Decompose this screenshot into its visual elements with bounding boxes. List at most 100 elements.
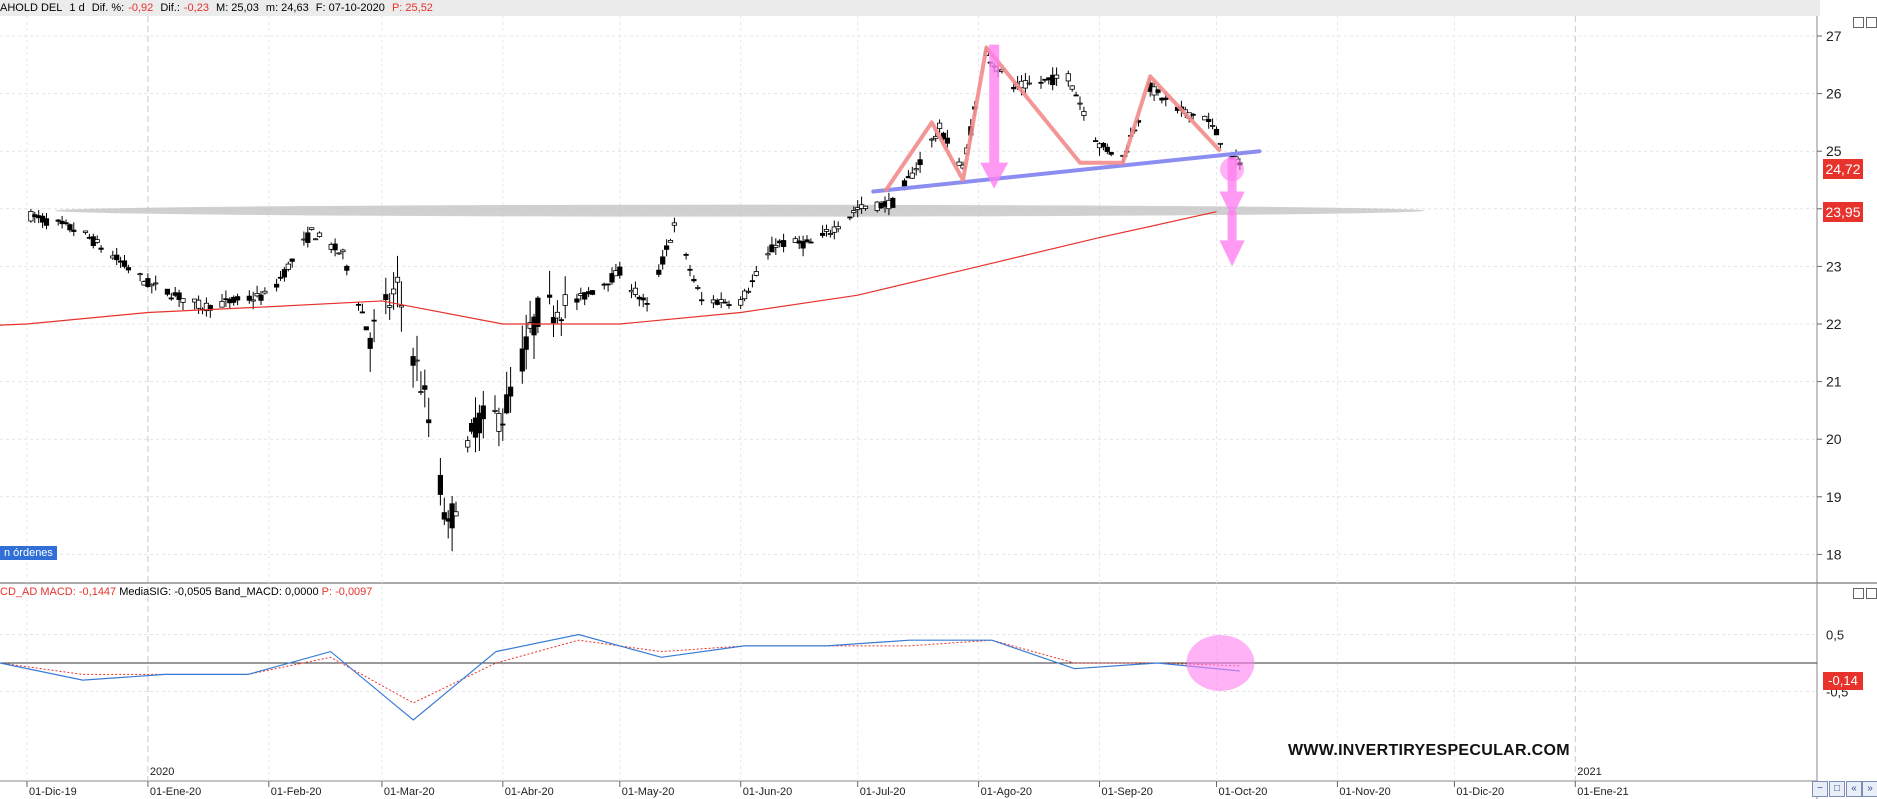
candle-body <box>476 412 483 434</box>
candle-body <box>800 241 806 249</box>
candle-body <box>671 222 678 226</box>
candle-body <box>550 317 557 324</box>
candle-body <box>94 239 100 243</box>
candle-body <box>234 296 241 301</box>
candle-body <box>176 292 182 300</box>
candle-body <box>273 283 280 288</box>
candle-body <box>820 232 826 236</box>
status-label[interactable]: n órdenes <box>0 546 57 560</box>
candle-body <box>149 283 155 287</box>
candle-body <box>219 300 225 308</box>
candle-body <box>1026 82 1032 85</box>
zoom-out-button[interactable]: − <box>1812 781 1828 797</box>
candle-body <box>1190 113 1196 116</box>
candle-body <box>664 245 670 250</box>
candle-body <box>808 241 814 244</box>
candle-body <box>831 226 837 233</box>
scroll-right-button[interactable]: » <box>1862 781 1877 797</box>
y-tick-label: 27 <box>1826 28 1842 44</box>
candle-body <box>71 229 77 232</box>
candle-body <box>367 337 373 349</box>
candle-body <box>63 222 69 225</box>
candle-body <box>644 303 650 305</box>
candle-body <box>862 205 869 209</box>
macd-value-tag: -0,14 <box>1823 672 1863 690</box>
candle-body <box>718 299 724 304</box>
candle-body <box>1081 111 1087 116</box>
candle-body <box>944 137 951 144</box>
candle-body <box>1069 85 1075 90</box>
candle-body <box>145 278 151 287</box>
candle-body <box>441 512 447 520</box>
x-tick-label: 01-Oct-20 <box>1219 786 1268 798</box>
neckline-trend-line <box>871 149 1262 194</box>
candle-body <box>617 266 623 276</box>
macd-line <box>0 633 1240 721</box>
candle-body <box>281 269 288 278</box>
x-tick-label: 01-Nov-20 <box>1339 786 1390 798</box>
candle-body <box>519 348 525 372</box>
candle-body <box>1073 94 1079 97</box>
target-arrow <box>980 44 1009 189</box>
year-marker-label: 2020 <box>150 766 174 778</box>
candle-body <box>1202 115 1208 121</box>
candle-body <box>496 412 502 432</box>
candle-body <box>605 283 611 286</box>
year-marker-label: 2021 <box>1577 766 1601 778</box>
candle-body <box>363 326 369 331</box>
candle-body <box>554 311 561 319</box>
min-label: m: 24,63 <box>265 2 309 14</box>
y-tick-label: 26 <box>1826 86 1842 102</box>
candle-body <box>753 271 759 276</box>
x-tick-label: 01-Feb-20 <box>271 786 322 798</box>
scroll-left-button[interactable]: « <box>1846 781 1862 797</box>
x-tick-label: 01-Sep-20 <box>1102 786 1153 798</box>
x-tick-label: 01-Jun-20 <box>743 786 793 798</box>
macd-close-button[interactable] <box>1866 588 1877 599</box>
candle-body <box>153 282 159 285</box>
candle-body <box>699 299 705 302</box>
moving-average-line <box>0 211 1217 326</box>
candle-body <box>851 210 857 214</box>
candle-body <box>901 180 908 187</box>
candle-body <box>332 243 338 251</box>
candle-body <box>277 276 284 279</box>
macd-p: P: -0,0097 <box>321 586 373 598</box>
y-tick-label: 22 <box>1826 316 1842 332</box>
candle-body <box>398 305 405 308</box>
candle-body <box>305 232 311 243</box>
candle-body <box>1011 86 1017 90</box>
dif-label: Dif.: <box>160 2 180 14</box>
candle-body <box>359 311 366 314</box>
candle-body <box>55 219 61 222</box>
candle-body <box>1077 102 1083 105</box>
candle-body <box>246 295 252 301</box>
y-tick-label: 25 <box>1826 143 1842 159</box>
watermark: WWW.INVERTIRYESPECULAR.COM <box>1288 742 1570 759</box>
scroll-start-button[interactable]: □ <box>1829 781 1845 797</box>
macd-restore-button[interactable] <box>1853 588 1864 599</box>
candle-body <box>847 216 853 219</box>
restore-button[interactable] <box>1853 17 1864 28</box>
candle-body <box>492 410 498 412</box>
candle-body <box>917 159 923 166</box>
candle-body <box>695 287 701 289</box>
candle-body <box>390 288 397 295</box>
candle-body <box>285 263 291 270</box>
x-tick-label: 01-May-20 <box>622 786 675 798</box>
candle-body <box>426 419 432 424</box>
close-button[interactable] <box>1866 17 1877 28</box>
candle-body <box>956 161 962 167</box>
support-band <box>55 204 1425 217</box>
dif-pct-value: -0,92 <box>128 2 154 14</box>
support-price-tag: 23,95 <box>1823 202 1863 222</box>
candle-body <box>289 258 295 262</box>
candle-body <box>195 299 202 309</box>
candle-body <box>418 391 424 393</box>
candle-body <box>1093 140 1099 142</box>
breakdown-arrow-lower <box>1219 211 1245 267</box>
macd-y-tick-label: 0,5 <box>1826 628 1844 643</box>
candle-body <box>422 385 428 390</box>
candle-body <box>574 298 580 303</box>
